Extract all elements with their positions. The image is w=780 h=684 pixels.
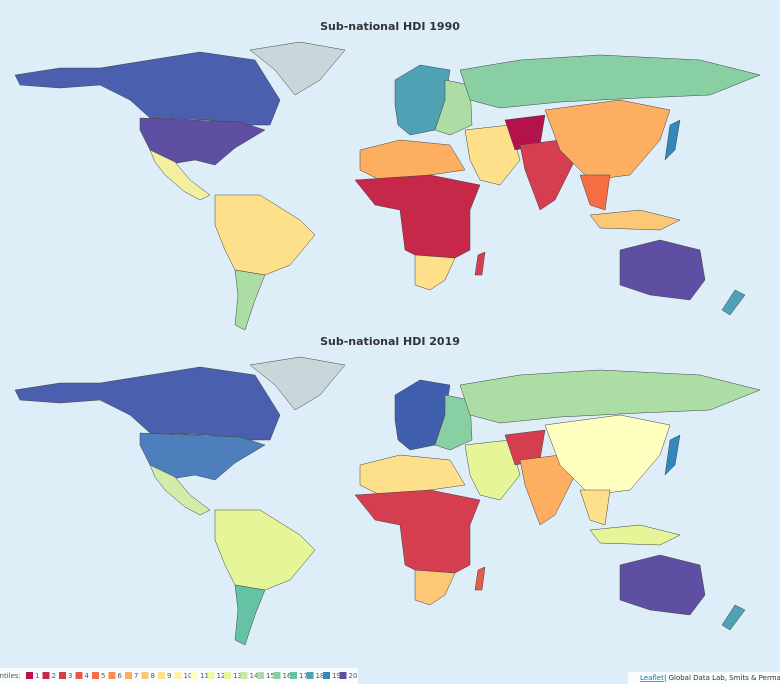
legend-item-label: 6 (118, 672, 123, 680)
legend-item-label: 9 (167, 672, 171, 680)
legend-swatch (323, 672, 330, 679)
south-america[interactable] (214, 509, 316, 591)
greenland[interactable] (249, 356, 346, 411)
attribution-link[interactable]: Leaflet (640, 674, 664, 682)
world-map[interactable] (14, 41, 761, 331)
legend-swatch (224, 672, 231, 679)
japan[interactable] (664, 434, 681, 476)
attribution-text: | Global Data Lab, Smits & Permayer 2020 (664, 674, 780, 682)
legend-item-label: 13 (233, 672, 242, 680)
legend-item-label: 19 (332, 672, 341, 680)
legend-item-label: 15 (266, 672, 275, 680)
russia[interactable] (459, 369, 761, 424)
legend-item-label: 2 (52, 672, 56, 680)
china[interactable] (544, 414, 671, 496)
legend-item-label: 3 (68, 672, 72, 680)
usa[interactable] (139, 117, 266, 166)
legend-item-label: 14 (250, 672, 259, 680)
southeast-asia[interactable] (579, 174, 611, 211)
canada[interactable] (14, 366, 281, 441)
legend-item-label: 10 (184, 672, 193, 680)
new-zealand[interactable] (721, 289, 746, 316)
canada[interactable] (14, 51, 281, 126)
legend-item-label: 5 (101, 672, 105, 680)
madagascar[interactable] (474, 566, 486, 591)
madagascar[interactable] (474, 251, 486, 276)
china[interactable] (544, 99, 671, 181)
southern-africa[interactable] (414, 254, 456, 291)
legend-swatch (108, 672, 116, 679)
legend-item-label: 20 (349, 672, 358, 680)
southern-cone[interactable] (234, 269, 266, 331)
legend-swatch (174, 672, 182, 679)
legend-swatch (240, 672, 248, 679)
legend-swatch (207, 672, 215, 679)
legend-swatch (158, 672, 165, 679)
legend-swatch (125, 672, 132, 679)
southern-cone[interactable] (234, 584, 266, 646)
southeast-asia[interactable] (579, 489, 611, 526)
usa[interactable] (139, 432, 266, 481)
legend-swatch (42, 672, 50, 679)
map-title: Sub-national HDI 2019 (320, 335, 460, 348)
legend-swatch (257, 672, 264, 679)
central-america[interactable] (149, 149, 211, 201)
legend-item-label: 16 (283, 672, 292, 680)
legend-swatch (26, 672, 33, 679)
south-america[interactable] (214, 194, 316, 276)
legend: 1 2 3 4 5 6 7 8 9 10 11 12 13 14 15 16 17 18 19 20 (26, 672, 357, 680)
legend-item-label: 7 (134, 672, 138, 680)
legend-item-label: 4 (85, 672, 90, 680)
legend-swatch (141, 672, 149, 679)
indonesia[interactable] (589, 524, 681, 546)
legend-swatch (92, 672, 99, 679)
legend-swatch (339, 672, 347, 679)
north-africa[interactable] (359, 139, 466, 181)
legend-item-label: 17 (299, 672, 308, 680)
legend-item-label: 11 (200, 672, 209, 680)
attribution-box (628, 672, 780, 684)
north-africa[interactable] (359, 454, 466, 496)
legend-swatch (75, 672, 83, 679)
legend-item-label: 12 (217, 672, 226, 680)
legend-swatch (306, 672, 314, 679)
central-america[interactable] (149, 464, 211, 516)
australia[interactable] (619, 239, 706, 301)
southern-africa[interactable] (414, 569, 456, 606)
australia[interactable] (619, 554, 706, 616)
legend-item-label: 1 (35, 672, 39, 680)
indonesia[interactable] (589, 209, 681, 231)
world-map[interactable] (14, 356, 761, 646)
new-zealand[interactable] (721, 604, 746, 631)
map-title: Sub-national HDI 1990 (320, 20, 460, 33)
legend-swatch (273, 672, 281, 679)
legend-swatch (290, 672, 297, 679)
legend-swatch (59, 672, 66, 679)
legend-label: Ventiles: (0, 672, 21, 680)
legend-swatch (191, 672, 198, 679)
legend-item-label: 8 (151, 672, 155, 680)
legend-item-label: 18 (316, 672, 325, 680)
russia[interactable] (459, 54, 761, 109)
greenland[interactable] (249, 41, 346, 96)
japan[interactable] (664, 119, 681, 161)
